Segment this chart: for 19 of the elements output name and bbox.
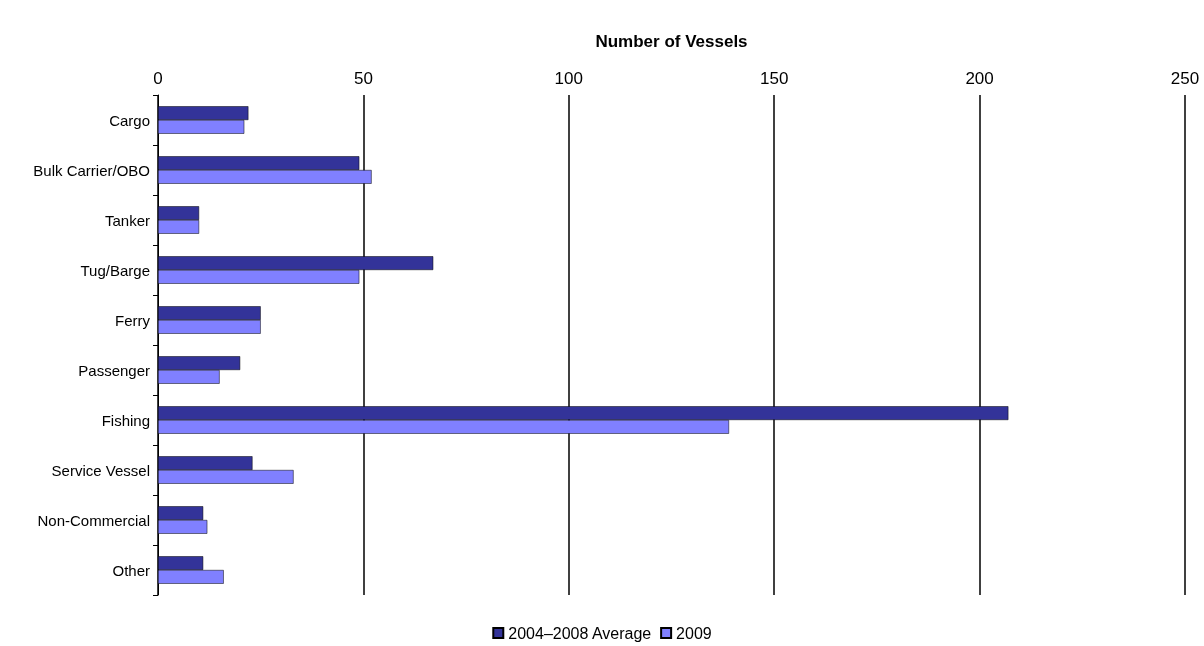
y-tick-label: Passenger	[78, 361, 150, 379]
y-tick-label: Ferry	[115, 311, 151, 329]
y-tick-label: Other	[112, 561, 150, 579]
legend-label: 2004–2008 Average	[508, 624, 652, 642]
y-tick-label: Non-Commercial	[37, 511, 150, 529]
x-tick-label: 250	[1170, 69, 1200, 88]
x-axis-title: Number of Vessels	[595, 32, 748, 51]
x-tick-label: 200	[965, 69, 994, 88]
y-tick-label: Tanker	[104, 211, 150, 229]
y-tick-label: Cargo	[109, 111, 150, 129]
x-tick-label: 0	[153, 69, 163, 88]
y-tick-label: Service Vessel	[51, 461, 150, 479]
y-tick-label: Bulk Carrier/OBO	[33, 161, 150, 179]
x-tick-label: 50	[353, 69, 373, 88]
legend-label: 2009	[676, 624, 712, 642]
x-tick-label: 100	[554, 69, 583, 88]
y-tick-label: Tug/Barge	[80, 261, 150, 279]
y-tick-label: Fishing	[101, 411, 150, 429]
x-tick-label: 150	[760, 69, 789, 88]
